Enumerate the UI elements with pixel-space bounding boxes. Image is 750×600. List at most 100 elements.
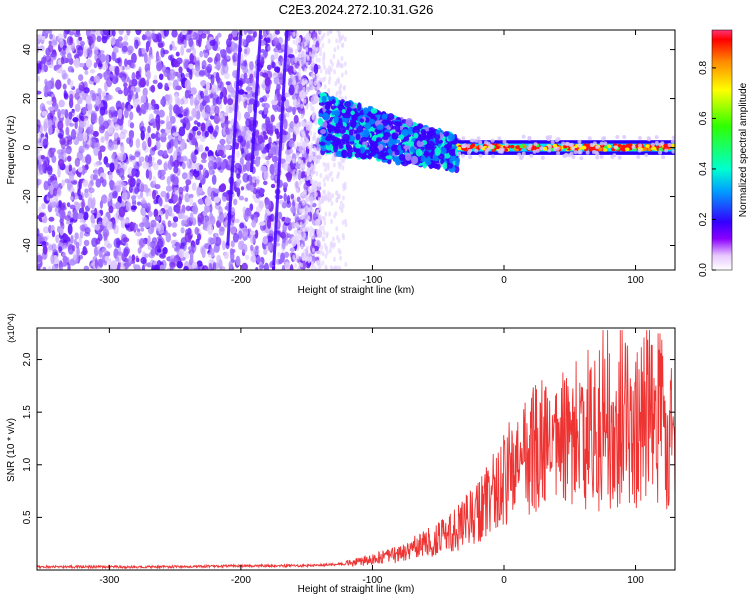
spectrogram-cell — [207, 57, 213, 63]
spectrogram-cell — [292, 106, 296, 116]
spectrogram-cell — [254, 150, 259, 157]
spectrogram-cell — [212, 261, 217, 270]
spectrogram-cell — [378, 143, 384, 151]
spectrogram-cell — [201, 60, 207, 69]
spectrogram-cell — [61, 202, 66, 208]
spectrogram-cell — [123, 34, 128, 42]
spectrogram-cell — [42, 245, 48, 255]
spectrogram-cell — [195, 39, 201, 47]
spectrogram-cell — [320, 245, 324, 251]
spectrogram-cell — [241, 243, 248, 254]
spectrogram-cell — [105, 54, 110, 65]
spectrogram-cell — [332, 236, 335, 242]
spectrogram-cell — [302, 200, 306, 206]
spectrogram-cell — [308, 51, 312, 57]
spectrogram-cell — [212, 130, 218, 138]
spectrogram-cell — [332, 136, 339, 145]
spectrogram-cell — [188, 63, 194, 69]
spectrogram-cell — [490, 138, 495, 143]
spectrogram-cell — [319, 214, 323, 220]
spectrogram-cell — [206, 30, 211, 35]
spectrogram-cell — [328, 192, 332, 198]
spectrogram-cell — [83, 249, 88, 255]
spectrogram-cell — [297, 266, 301, 270]
spectrogram-cell — [48, 124, 53, 136]
spectrogram-cell — [122, 237, 130, 243]
spectrogram-cell — [195, 238, 200, 246]
spectrogram-cell — [85, 94, 92, 105]
spectrogram-cell — [163, 204, 170, 209]
spectrogram-cell — [338, 164, 342, 170]
spectrogram-cell — [326, 162, 330, 168]
spectrogram-cell — [636, 154, 641, 159]
spectrogram-cell — [118, 167, 125, 178]
spectrogram-cell — [44, 55, 52, 62]
spectrogram-cell — [49, 201, 55, 207]
spectrogram-cell — [296, 196, 301, 203]
spectrogram-cell — [246, 140, 250, 149]
spectrogram-cell — [57, 166, 61, 178]
spectrogram-cell — [340, 72, 344, 78]
spectrogram-cell — [148, 170, 153, 181]
spectrogram-cell — [164, 82, 169, 90]
y-tick-label: 1.5 — [22, 405, 33, 419]
spectrogram-cell — [83, 118, 90, 129]
spectrogram-cell — [59, 227, 64, 236]
spectrogram-cell — [339, 255, 343, 261]
spectrogram-cell — [461, 153, 466, 158]
spectrogram-cell — [157, 42, 164, 48]
spectrogram-cell — [323, 65, 327, 71]
spectrogram-cell — [302, 130, 306, 136]
spectrogram-cell — [338, 89, 342, 95]
spectrogram-cell — [176, 151, 182, 162]
spectrogram-cell — [340, 55, 344, 61]
spectrogram-cell — [340, 43, 344, 49]
spectrogram-cell — [283, 198, 287, 209]
spectrogram-cell — [193, 169, 200, 178]
spectrogram-cell — [305, 61, 309, 67]
spectrogram-cell — [236, 150, 240, 158]
spectrogram-cell — [249, 35, 255, 42]
x-tick-label: 0 — [501, 275, 507, 286]
spectrogram-cell — [90, 129, 95, 135]
spectrogram-cell — [314, 240, 318, 246]
spectrogram-cell — [159, 264, 165, 270]
spectrogram-cell — [327, 38, 331, 44]
spectrogram-cell — [319, 225, 322, 231]
spectrogram-cell — [208, 155, 215, 163]
spectrogram-cell — [116, 251, 123, 256]
spectrogram-cell — [246, 85, 251, 93]
colorbar-tick-label: 0.4 — [698, 162, 709, 176]
spectrogram-cell — [245, 118, 252, 128]
spectrogram-cell — [202, 209, 208, 217]
spectrogram-cell — [169, 44, 173, 51]
spectrogram-cell — [311, 262, 315, 268]
spectrogram-cell — [315, 170, 319, 176]
spectrogram-cell — [242, 227, 249, 238]
spectrogram-cell — [307, 126, 311, 132]
spectrogram-cell — [186, 30, 192, 35]
spectrogram-cell — [322, 112, 330, 121]
spectrogram-cell — [329, 170, 333, 176]
spectrogram-cell — [172, 232, 177, 237]
spectrogram-cell — [577, 143, 582, 148]
spectrogram-cell — [243, 72, 248, 80]
spectrogram-cell — [262, 72, 269, 78]
spectrogram-cell — [322, 230, 326, 236]
spectrogram-cell — [302, 86, 306, 92]
spectrogram-cell — [96, 259, 103, 267]
spectrogram-cell — [331, 110, 337, 116]
spectrogram-cell — [321, 236, 325, 242]
spectrogram-cell — [239, 93, 247, 102]
spectrogram-cell — [185, 179, 192, 186]
spectrogram-cell — [228, 260, 234, 270]
spectrogram-cell — [205, 81, 211, 91]
spectrogram-cell — [218, 226, 225, 236]
spectrogram-cell — [561, 141, 566, 146]
spectrogram-cell — [84, 145, 90, 151]
spectrogram-cell — [84, 70, 89, 75]
spectrogram-cell — [42, 236, 48, 242]
spectrogram-cell — [307, 187, 311, 193]
spectrogram-cell — [155, 140, 161, 151]
spectrogram-cell — [119, 131, 126, 140]
